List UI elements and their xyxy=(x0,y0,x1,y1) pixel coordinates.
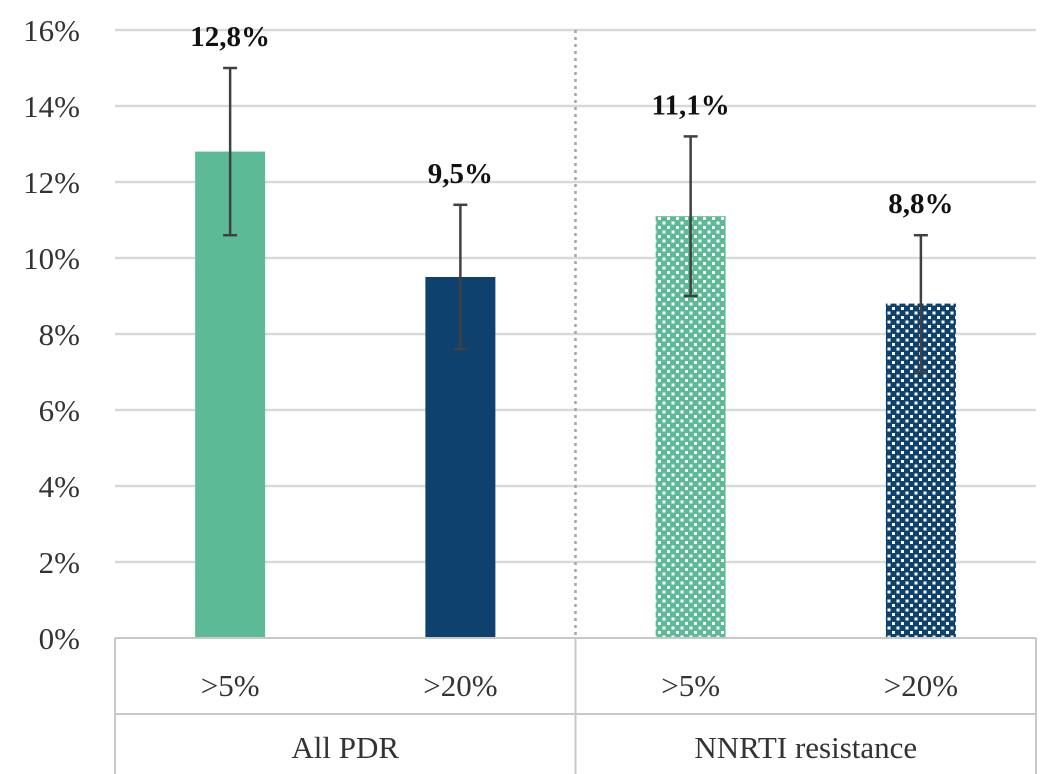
x-tick-label: >20% xyxy=(423,668,497,703)
group-label: NNRTI resistance xyxy=(694,730,917,765)
y-tick-label: 10% xyxy=(23,241,80,276)
error-bar xyxy=(913,233,928,374)
category-axis: >5% >20% All PDR >5% >20% NNRTI resistance xyxy=(114,637,1037,774)
data-label: 12,8% xyxy=(190,21,270,53)
error-bars xyxy=(223,66,928,374)
data-label: 8,8% xyxy=(888,188,953,220)
x-tick-label: >5% xyxy=(201,668,260,703)
y-tick-label: 16% xyxy=(23,13,80,48)
y-tick-label: 4% xyxy=(39,469,80,504)
data-labels: 12,8% 9,5% 11,1% 8,8% xyxy=(190,21,953,220)
y-tick-label: 12% xyxy=(23,165,80,200)
y-tick-label: 6% xyxy=(39,393,80,428)
y-tick-label: 8% xyxy=(39,317,80,352)
y-axis-ticks: 0% 2% 4% 6% 8% 10% 12% 14% 16% xyxy=(23,13,80,656)
x-tick-label: >5% xyxy=(661,668,720,703)
gridlines xyxy=(115,28,1036,638)
y-tick-label: 14% xyxy=(23,89,80,124)
error-bar xyxy=(683,135,698,298)
x-tick-label: >20% xyxy=(884,668,958,703)
data-label: 9,5% xyxy=(428,158,493,190)
group-label: All PDR xyxy=(291,730,399,765)
error-bar xyxy=(223,66,238,237)
error-bar xyxy=(453,203,468,351)
data-label: 11,1% xyxy=(652,89,730,121)
y-tick-label: 0% xyxy=(39,621,80,656)
y-tick-label: 2% xyxy=(39,545,80,580)
